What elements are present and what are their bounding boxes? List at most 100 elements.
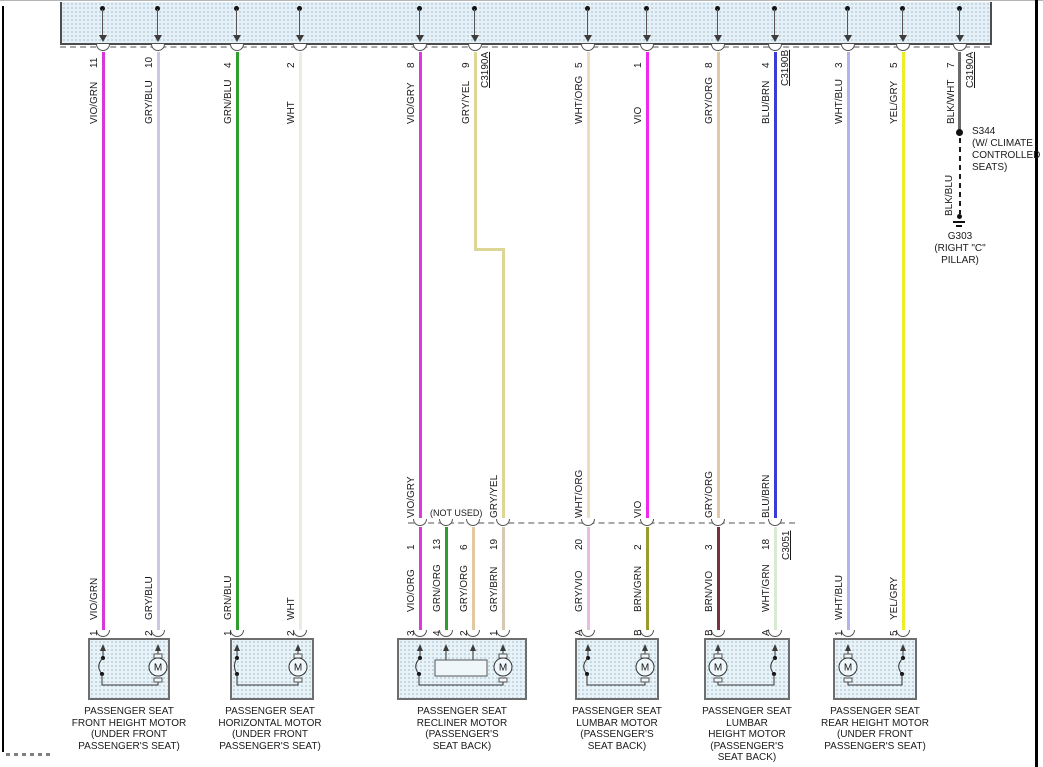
pin-arrow-icon [585, 644, 591, 651]
module-connector-dashline [60, 46, 990, 48]
brush-contact [153, 653, 163, 659]
wire-junction-dot [845, 6, 850, 11]
switch-arc [234, 657, 238, 675]
wire-segment [502, 251, 505, 518]
wire-color-label: GRY/YEL [461, 80, 472, 124]
arrow-down-icon [416, 35, 424, 42]
motor-name: PASSENGER SEAT LUMBAR MOTOR (PASSENGER'S… [542, 706, 692, 752]
splice-note-line: (W/ CLIMATE [972, 138, 1033, 149]
ground-dot [957, 214, 962, 219]
motor-name: PASSENGER SEAT FRONT HEIGHT MOTOR (UNDER… [54, 706, 204, 752]
pin-arrow-icon [500, 644, 506, 651]
pin-number: 1 [489, 630, 500, 636]
wire-color-label: GRY/BLU [144, 80, 155, 124]
motor-name-line: SEAT BACK) [717, 752, 777, 763]
brush-contact [713, 653, 723, 659]
pin-number: 4 [432, 630, 443, 636]
wire-junction-dot [585, 6, 590, 11]
connector-pin-socket [96, 44, 110, 51]
wire-shaft [236, 9, 237, 35]
seat-module-band [60, 2, 992, 45]
motor-circle [708, 657, 728, 677]
connector-pin-socket [953, 44, 967, 51]
brush-contact [153, 677, 163, 683]
pin-number: 13 [432, 538, 443, 550]
motor-box-front-height: M [88, 638, 170, 700]
splice-dot [956, 129, 963, 136]
brush-contact [498, 677, 508, 683]
motor-internals: M [838, 644, 906, 686]
connector-pin-socket [640, 519, 654, 526]
motor-letter: M [844, 663, 852, 674]
wire-junction-dot [644, 6, 649, 11]
pin-arrow-icon [100, 644, 106, 651]
wire-segment [774, 52, 777, 518]
page-border-top [0, 0, 1043, 1]
wire-color-label: YEL/GRY [889, 80, 900, 124]
motor-box-recliner: M [397, 638, 527, 700]
wire-segment [646, 52, 649, 518]
wire-color-label: BLK/BLU [944, 174, 955, 216]
ground-label: G303 [947, 231, 973, 242]
pin-arrow-icon [470, 644, 476, 651]
wire-color-label: VIO [633, 500, 644, 518]
connector-pin-socket [413, 44, 427, 51]
ground-note-line: PILLAR) [941, 255, 979, 266]
wire-color-label: GRY/VIO [574, 570, 585, 613]
pin-number: 1 [834, 630, 845, 636]
pin-number: 11 [89, 57, 100, 68]
motor-internals: M [415, 644, 513, 686]
motor-letter: M [499, 663, 507, 674]
motor-name-line: (UNDER FRONT [231, 729, 309, 740]
motor-name-line: PASSENGER SEAT [702, 706, 792, 717]
splice-label: S344 [972, 126, 996, 137]
brush-contact [843, 653, 853, 659]
pin-number: 4 [761, 62, 772, 68]
motor-name-line: LUMBAR [726, 717, 768, 729]
motor-name-line: PASSENGER'S SEAT) [78, 740, 180, 752]
clipped-text-artifact [6, 753, 50, 756]
wire-segment [959, 138, 961, 214]
motor-internals: M [98, 644, 168, 686]
motor-name-line: (PASSENGER'S [580, 729, 654, 740]
motor-box-lumbar-height: M [704, 638, 790, 700]
wire-color-label: GRY/ORG [459, 564, 470, 612]
connector-name-label: C3051 [781, 530, 792, 560]
switch-arc [583, 657, 589, 675]
pin-number: 1 [406, 544, 417, 550]
wire-junction-dot [417, 6, 422, 11]
pin-arrow-icon [295, 644, 301, 651]
arrow-down-icon [584, 35, 592, 42]
connector-pin-socket [413, 519, 427, 526]
connector-pin-socket [711, 519, 725, 526]
motor-name-line: (PASSENGER'S [425, 729, 499, 740]
brush-contact [640, 653, 650, 659]
wire-shaft [474, 9, 475, 35]
motor-circle [148, 657, 168, 677]
wire-junction-dot [100, 6, 105, 11]
wire-junction-dot [957, 6, 962, 11]
motor-name: PASSENGER SEAT HORIZONTAL MOTOR (UNDER F… [195, 706, 345, 752]
motor-name-line: PASSENGER SEAT [830, 706, 920, 717]
connector-pin-socket [841, 44, 855, 51]
brush-contact [843, 677, 853, 683]
arrow-down-icon [844, 35, 852, 42]
wire-segment [236, 52, 239, 632]
wire-segment [717, 52, 720, 518]
arrow-down-icon [471, 35, 479, 42]
wire-shaft [419, 9, 420, 35]
motor-internals: M [234, 644, 308, 686]
motor-letter: M [154, 663, 162, 674]
pin-number: 4 [223, 62, 234, 68]
motor-circle [288, 657, 308, 677]
wire-junction-dot [297, 6, 302, 11]
wire-color-label: GRY/BRN [489, 566, 500, 612]
connector-pin-socket [896, 44, 910, 51]
pin-number: 18 [761, 538, 772, 550]
wire-color-label: WHT/GRN [761, 564, 772, 612]
motor-box-horizontal: M [230, 638, 314, 700]
wire-segment [502, 527, 505, 632]
pin-number: A [761, 629, 772, 636]
pin-arrow-icon [900, 644, 906, 651]
motor-name-line: PASSENGER'S SEAT) [824, 740, 926, 752]
